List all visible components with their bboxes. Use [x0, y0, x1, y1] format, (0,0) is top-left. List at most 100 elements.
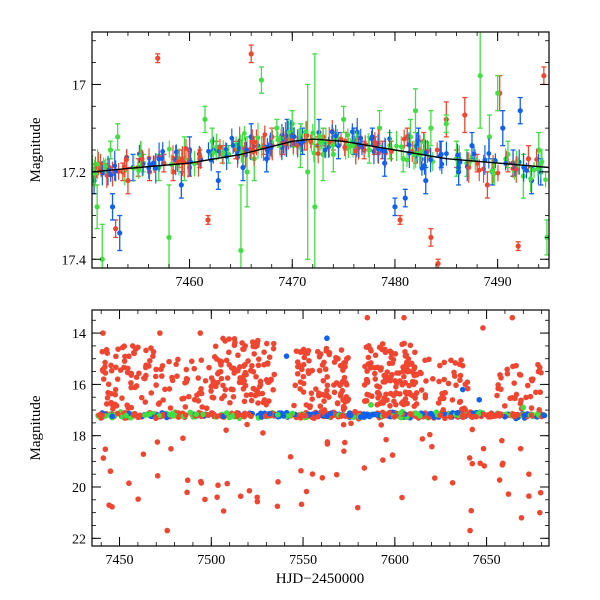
bottom-panel-plot-area: [95, 314, 548, 534]
red-point: [412, 349, 418, 356]
blue-point: [283, 353, 290, 359]
red-point: [381, 410, 387, 417]
blue-point: [240, 164, 246, 171]
red-point: [249, 339, 256, 345]
red-point: [113, 402, 120, 409]
red-point: [230, 394, 237, 400]
red-point: [364, 378, 370, 385]
model-curve: [92, 138, 549, 173]
blue-point: [357, 414, 364, 420]
blue-point: [112, 163, 118, 169]
red-point: [245, 358, 251, 364]
red-point: [340, 406, 347, 413]
red-point: [253, 373, 259, 380]
red-point: [324, 387, 330, 394]
red-point: [524, 382, 531, 389]
green-point: [147, 411, 153, 417]
red-point: [231, 336, 238, 342]
red-point: [437, 412, 444, 418]
top-ytick-label: 17: [72, 78, 86, 93]
green-point: [226, 414, 233, 421]
red-point: [343, 355, 350, 362]
red-point: [321, 398, 327, 404]
red-point: [306, 357, 312, 364]
red-point: [99, 412, 105, 419]
red-point: [218, 375, 225, 382]
red-point: [186, 393, 192, 400]
red-point: [183, 379, 190, 385]
red-point: [324, 441, 331, 447]
green-point: [274, 125, 280, 131]
red-point: [206, 364, 212, 371]
green-point: [376, 125, 383, 131]
red-point: [389, 452, 396, 458]
top-ytick-label: 17.2: [62, 166, 87, 181]
red-point: [331, 382, 337, 388]
top-ytick-label: 17.4: [62, 253, 87, 268]
blue-point: [220, 413, 227, 420]
red-point: [361, 465, 368, 471]
red-point: [434, 147, 440, 153]
green-point: [443, 121, 449, 127]
top-xtick-label: 7470: [278, 275, 306, 290]
red-point: [507, 395, 513, 402]
red-point: [255, 356, 262, 362]
blue-point: [524, 168, 529, 173]
red-point: [383, 391, 389, 398]
top-xtick-label: 7490: [484, 275, 512, 290]
red-point: [466, 411, 472, 418]
blue-point: [109, 413, 116, 420]
red-point: [135, 496, 141, 502]
green-point: [419, 149, 424, 155]
red-point: [183, 366, 190, 373]
red-point: [384, 369, 391, 375]
red-point: [382, 376, 389, 382]
red-point: [367, 362, 373, 369]
green-point: [211, 150, 216, 156]
red-point: [168, 445, 174, 452]
red-point: [255, 400, 261, 406]
red-point: [527, 393, 534, 400]
red-point: [440, 407, 447, 413]
red-point: [246, 487, 253, 494]
red-point: [303, 488, 310, 495]
red-point: [538, 369, 544, 376]
red-point: [266, 354, 273, 360]
green-point: [238, 247, 244, 254]
green-point: [368, 402, 374, 408]
red-point: [112, 386, 119, 393]
red-point: [316, 367, 323, 374]
top-panel-plot-area: [92, 32, 549, 268]
red-point: [231, 342, 238, 349]
red-point: [387, 374, 394, 380]
green-point: [319, 139, 324, 145]
red-point: [426, 356, 432, 363]
green-point: [536, 147, 542, 153]
green-point: [310, 130, 316, 136]
red-point: [242, 343, 248, 349]
red-point: [147, 357, 153, 364]
blue-point: [521, 412, 528, 419]
red-point: [462, 406, 469, 413]
red-point: [407, 410, 413, 417]
blue-point: [476, 396, 483, 403]
red-point: [333, 471, 340, 478]
red-point: [379, 341, 386, 347]
blue-point: [369, 412, 375, 418]
red-point: [257, 383, 263, 390]
red-point: [100, 376, 107, 382]
blue-point: [236, 145, 242, 151]
red-point: [115, 346, 121, 352]
red-point: [180, 395, 187, 402]
green-point: [320, 151, 326, 157]
green-point: [312, 204, 318, 210]
red-point: [324, 382, 331, 389]
red-point: [220, 508, 227, 514]
red-point: [374, 401, 381, 408]
red-point: [391, 414, 398, 420]
green-point: [193, 411, 199, 418]
red-point: [239, 412, 246, 418]
red-point: [411, 403, 418, 409]
red-point: [517, 372, 524, 378]
